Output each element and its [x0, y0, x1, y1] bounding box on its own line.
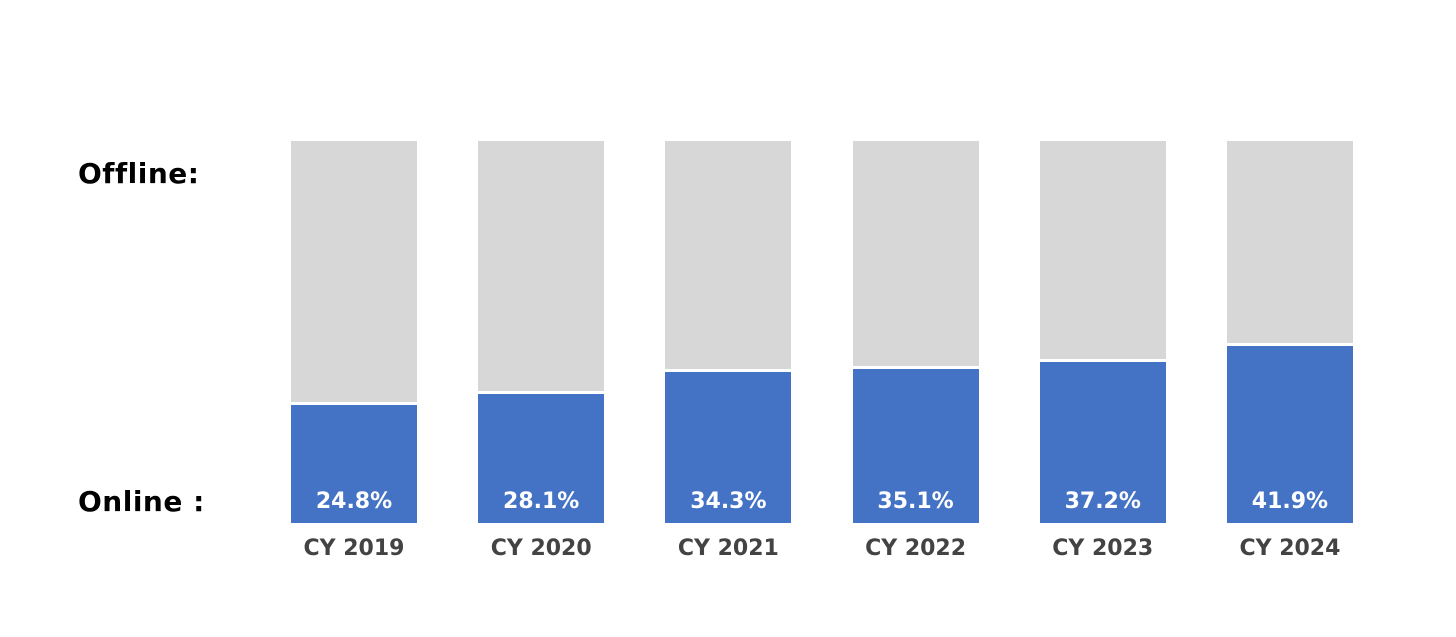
category-label: CY 2024: [1239, 536, 1341, 561]
category-label: CY 2022: [865, 536, 967, 561]
offline-segment: [1039, 141, 1166, 362]
offline-segment: [291, 141, 417, 405]
bar-group: 35.1% CY 2022: [852, 141, 979, 560]
offline-row-label: Offline:: [78, 157, 200, 190]
offline-segment: [1226, 141, 1353, 346]
category-label: CY 2023: [1052, 536, 1154, 561]
offline-segment: [665, 141, 792, 372]
online-segment: 37.2%: [1039, 361, 1166, 523]
bar-stack: 37.2%: [1039, 141, 1166, 523]
bar-stack: 28.1%: [478, 141, 605, 523]
online-value-label: 35.1%: [877, 489, 954, 514]
online-value-label: 24.8%: [315, 489, 393, 514]
online-segment: 35.1%: [852, 369, 979, 523]
bar-stack: 34.3%: [665, 141, 792, 523]
online-value-label: 28.1%: [503, 489, 580, 514]
offline-segment: [852, 141, 979, 370]
online-row-label: Online :: [78, 485, 205, 518]
bar-stack: 24.8%: [291, 141, 417, 523]
bar-group: 37.2% CY 2023: [1039, 141, 1166, 560]
offline-segment: [478, 141, 605, 394]
online-value-label: 41.9%: [1251, 489, 1329, 514]
bar-group: 34.3% CY 2021: [665, 141, 792, 560]
online-segment: 41.9%: [1226, 345, 1353, 523]
online-value-label: 37.2%: [1064, 489, 1141, 514]
online-segment: 34.3%: [665, 371, 792, 523]
online-segment: 28.1%: [478, 393, 605, 523]
bar-group: 41.9% CY 2024: [1226, 141, 1353, 560]
bars-area: 24.8% CY 2019 28.1% CY 2020 34.3% CY 2021 35.1…: [291, 141, 1353, 560]
bar-group: 28.1% CY 2020: [478, 141, 605, 560]
bar-stack: 35.1%: [852, 141, 979, 523]
category-label: CY 2019: [303, 536, 405, 561]
bar-group: 24.8% CY 2019: [291, 141, 417, 560]
category-label: CY 2020: [490, 536, 592, 561]
online-segment: 24.8%: [291, 404, 417, 523]
online-value-label: 34.3%: [690, 489, 767, 514]
category-label: CY 2021: [677, 536, 779, 561]
bar-stack: 41.9%: [1226, 141, 1353, 523]
